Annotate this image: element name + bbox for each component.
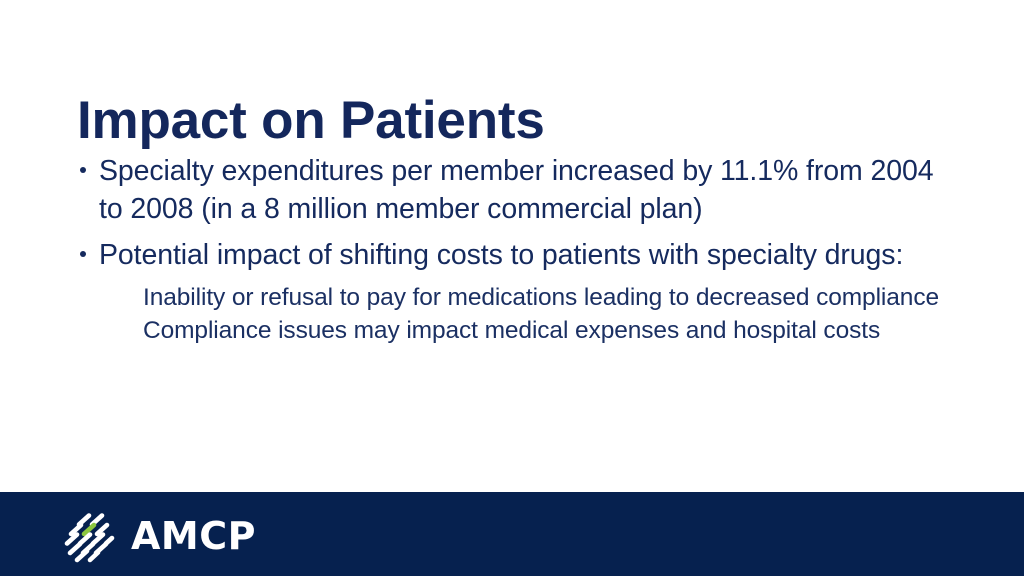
footer-bar (0, 492, 1024, 576)
amcp-wordmark: AMCP (131, 514, 256, 558)
sub-bullet-item-2: Compliance issues may impact medical exp… (143, 317, 881, 344)
slide-body: Specialty expenditures per member increa… (77, 152, 957, 346)
amcp-diagonal-slash-mark-icon (64, 513, 115, 563)
sub-bullet-item-1: Inability or refusal to pay for medicati… (143, 284, 940, 311)
bullet-item-1-text: Specialty expenditures per member increa… (99, 155, 934, 225)
bullet-dot-icon (80, 167, 86, 173)
bullet-item-2: Potential impact of shifting costs to pa… (77, 236, 957, 274)
bullet-item-2-text: Potential impact of shifting costs to pa… (99, 239, 904, 271)
slide-title: Impact on Patients (77, 90, 545, 150)
bullet-dot-icon (80, 251, 86, 257)
bullet-item-1: Specialty expenditures per member increa… (77, 152, 957, 228)
amcp-logo: AMCP (62, 506, 256, 566)
